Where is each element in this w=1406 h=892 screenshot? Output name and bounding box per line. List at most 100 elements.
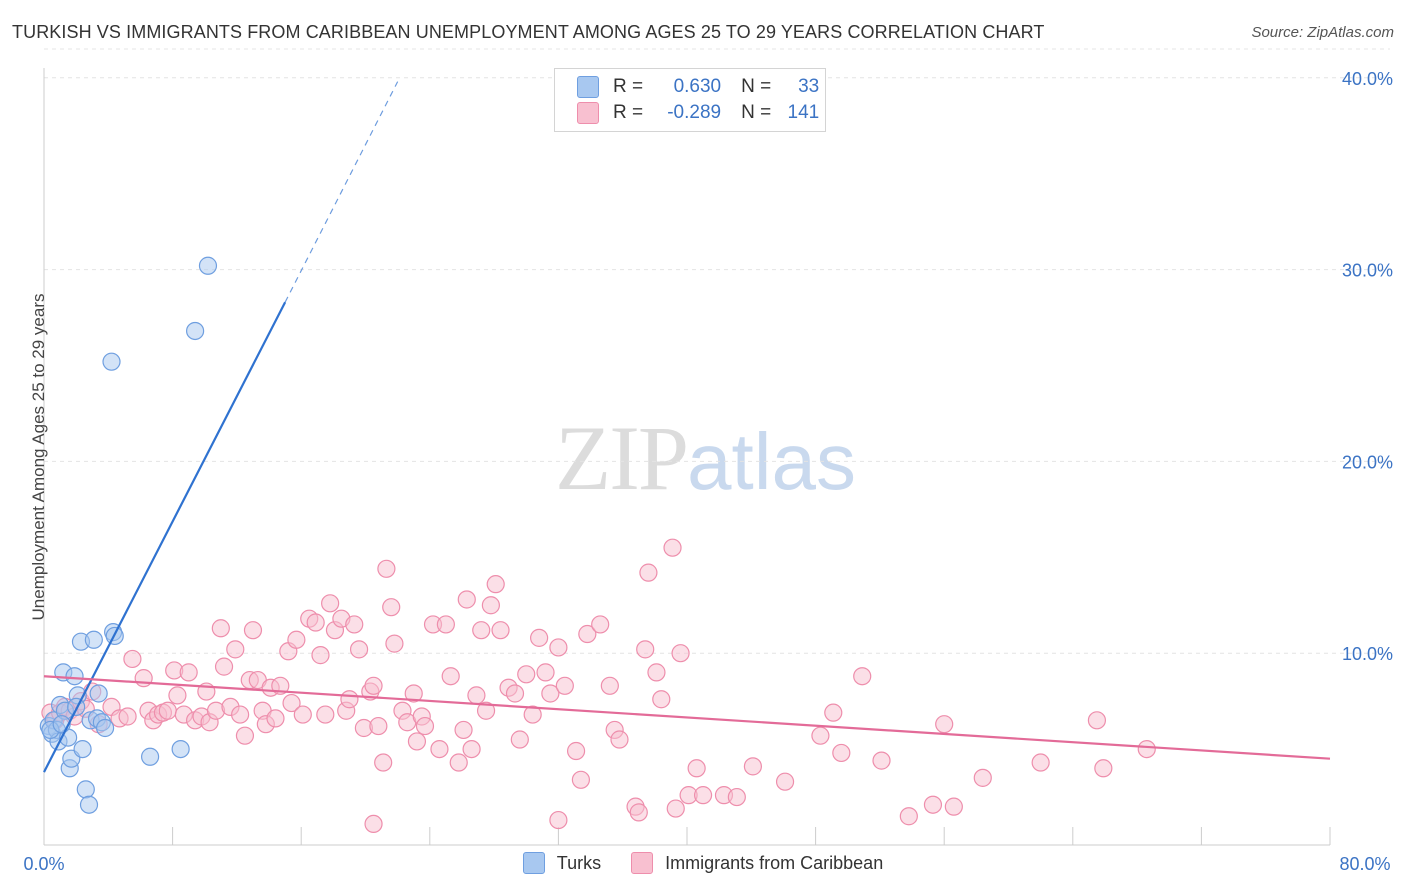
turks-point (95, 718, 115, 738)
x-tick-label: 0.0% (23, 854, 64, 874)
caribbean-point (349, 640, 369, 659)
caribbean-point (123, 649, 142, 669)
turks-point (89, 684, 108, 703)
turks-point (79, 795, 99, 814)
caribbean-point (467, 686, 486, 705)
caribbean-point (663, 538, 682, 557)
legend-r-label: R = (613, 76, 644, 97)
chart-title: TURKISH VS IMMIGRANTS FROM CARIBBEAN UNE… (12, 22, 1045, 42)
caribbean-point (610, 730, 629, 749)
watermark-zip: ZIP (555, 407, 689, 509)
caribbean-point (639, 563, 658, 582)
caribbean-point (441, 667, 460, 686)
caribbean-point (510, 730, 529, 749)
caribbean-point (415, 716, 435, 736)
y-tick-label: 30.0% (1342, 261, 1393, 281)
turks-point (84, 630, 103, 649)
legend-label-caribbean: Immigrants from Caribbean (665, 852, 884, 873)
caribbean-point (364, 676, 383, 695)
legend-row-turks: R = 0.630 N = 33 (577, 75, 819, 99)
caribbean-point (832, 743, 851, 763)
caribbean-point (727, 787, 746, 807)
caribbean-point (824, 703, 843, 722)
caribbean-point (377, 559, 396, 578)
correlation-legend: R = 0.630 N = 33 R = -0.289 N = 141 (554, 68, 826, 132)
caribbean-point (1087, 711, 1107, 730)
caribbean-point (243, 621, 263, 640)
turks-point (73, 739, 92, 759)
caribbean-point (923, 795, 943, 814)
caribbean-point (666, 799, 685, 818)
caribbean-point (944, 797, 963, 816)
legend-swatch-turks (577, 76, 599, 98)
caribbean-point (566, 741, 586, 761)
caribbean-point (486, 575, 505, 594)
caribbean-point (374, 753, 393, 772)
caribbean-point (853, 667, 872, 686)
caribbean-point (266, 709, 285, 728)
caribbean-point (454, 720, 473, 740)
caribbean-trend-line (43, 675, 1331, 760)
caribbean-point (282, 693, 301, 713)
caribbean-point (549, 810, 568, 830)
turks-point (102, 352, 121, 371)
caribbean-point (935, 715, 954, 734)
caribbean-point (541, 684, 560, 703)
legend-swatch-caribbean (577, 102, 599, 124)
caribbean-point (647, 663, 666, 682)
caribbean-point (671, 644, 690, 663)
caribbean-point (549, 638, 568, 657)
y-tick-label: 20.0% (1342, 452, 1393, 472)
caribbean-point (287, 630, 306, 649)
caribbean-point (211, 619, 230, 638)
caribbean-point (481, 596, 500, 615)
turks-point (171, 739, 190, 759)
caribbean-point (436, 615, 455, 634)
turks-point (67, 697, 86, 717)
turks-point (140, 747, 160, 766)
caribbean-point (530, 628, 549, 647)
y-axis-label: Unemployment Among Ages 25 to 29 years (29, 293, 48, 621)
legend-n-value: 33 (798, 76, 820, 97)
caribbean-point (743, 757, 763, 776)
turks-point (76, 780, 95, 799)
caribbean-point (382, 598, 401, 617)
caribbean-point (636, 640, 655, 659)
legend-swatch-turks (522, 852, 545, 874)
legend-row-caribbean: R = -0.289 N = 141 (577, 101, 819, 125)
caribbean-point (457, 590, 476, 609)
y-tick-label: 10.0% (1342, 644, 1393, 664)
caribbean-point (775, 772, 795, 791)
caribbean-point (158, 701, 177, 720)
legend-r-value: 0.630 (673, 76, 722, 97)
turks-trend-line (43, 301, 287, 773)
caribbean-point (306, 613, 325, 632)
caribbean-point (591, 615, 610, 634)
turks-point (65, 667, 84, 686)
caribbean-point (168, 686, 187, 705)
caribbean-point (578, 624, 597, 644)
caribbean-point (687, 759, 706, 778)
caribbean-point (311, 646, 330, 665)
source-label: Source: ZipAtlas.com (1251, 24, 1394, 41)
series-legend: Turks Immigrants from Caribbean (0, 852, 1406, 874)
caribbean-point (1031, 753, 1050, 772)
caribbean-point (293, 705, 312, 724)
caribbean-point (449, 753, 468, 772)
caribbean-point (1094, 759, 1113, 778)
caribbean-point (536, 663, 555, 682)
legend-label-turks: Turks (556, 852, 602, 873)
caribbean-point (321, 594, 340, 613)
caribbean-point (231, 705, 250, 724)
caribbean-point (214, 657, 234, 676)
legend-n-label: N = (741, 76, 772, 97)
caribbean-point (404, 684, 423, 703)
turks-trend-extension (284, 81, 399, 303)
caribbean-point (1137, 739, 1156, 759)
caribbean-point (364, 814, 383, 834)
caribbean-point (973, 768, 992, 787)
caribbean-point (476, 701, 496, 720)
caribbean-point (899, 807, 918, 826)
caribbean-point (505, 684, 525, 703)
caribbean-point (340, 690, 359, 709)
